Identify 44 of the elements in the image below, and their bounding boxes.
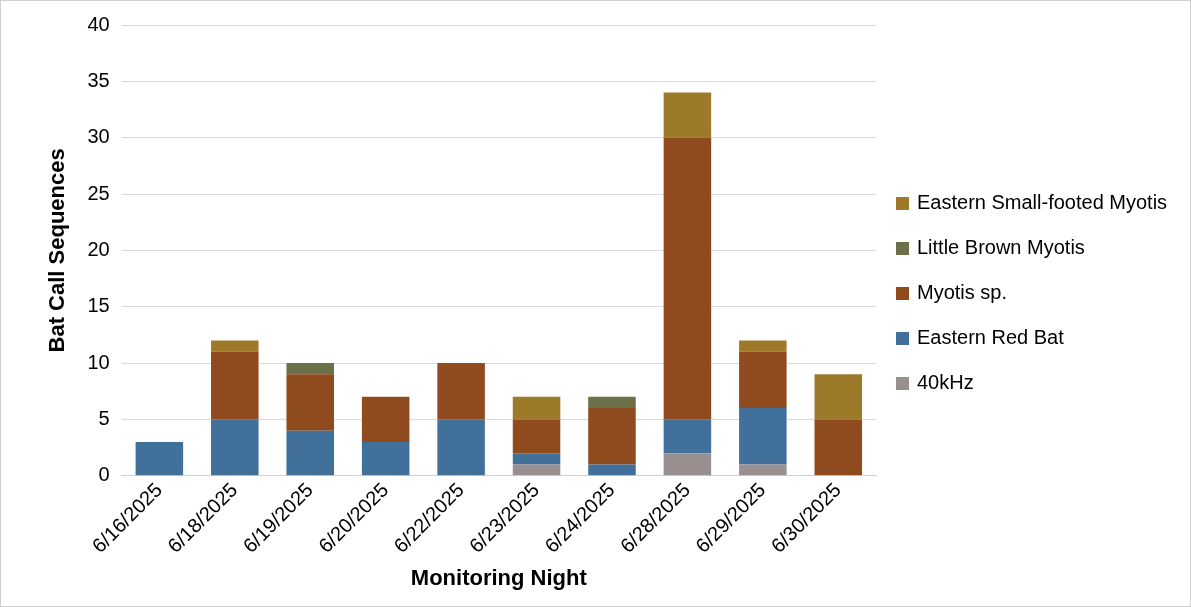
- bar: [663, 137, 712, 420]
- bar: [361, 396, 410, 442]
- bar: [739, 340, 787, 352]
- x-axis-title: Monitoring Night: [410, 564, 588, 590]
- y-tick-label: 30: [87, 125, 110, 148]
- bar: [211, 340, 259, 352]
- bar: [286, 430, 334, 476]
- bar: [135, 441, 184, 476]
- legend-label: 40kHz: [917, 371, 974, 394]
- bar: [663, 92, 712, 138]
- y-tick-label: 20: [87, 237, 110, 260]
- bar: [588, 464, 636, 476]
- y-tick-label: 35: [87, 68, 110, 91]
- bar: [512, 453, 561, 465]
- bar: [211, 351, 259, 420]
- bar: [739, 464, 787, 476]
- y-tick-label: 5: [98, 406, 110, 429]
- bar: [663, 453, 712, 476]
- y-tick-label: 10: [87, 350, 110, 373]
- y-tick-label: 25: [87, 181, 110, 204]
- bar: [512, 419, 561, 454]
- bar: [814, 419, 863, 476]
- bar: [739, 351, 787, 409]
- bar: [512, 464, 561, 476]
- bar: [361, 441, 410, 476]
- bar: [663, 419, 712, 454]
- bar: [286, 363, 334, 375]
- bar: [437, 419, 485, 476]
- bar: [512, 396, 561, 420]
- bar: [814, 374, 863, 420]
- legend-label: Eastern Red Bat: [917, 326, 1064, 349]
- bar: [588, 396, 636, 409]
- legend-label: Eastern Small-footed Myotis: [917, 191, 1168, 214]
- y-axis-title: Bat Call Sequences: [44, 148, 70, 353]
- legend-label: Myotis sp.: [917, 281, 1008, 304]
- y-tick-label: 0: [98, 463, 110, 486]
- y-tick-label: 15: [87, 294, 110, 317]
- bar: [437, 363, 485, 420]
- legend-label: Little Brown Myotis: [917, 236, 1085, 259]
- bar: [211, 419, 259, 476]
- y-tick-label: 40: [87, 12, 110, 35]
- bar: [286, 374, 334, 431]
- bar: [588, 408, 636, 465]
- bar: [739, 408, 787, 465]
